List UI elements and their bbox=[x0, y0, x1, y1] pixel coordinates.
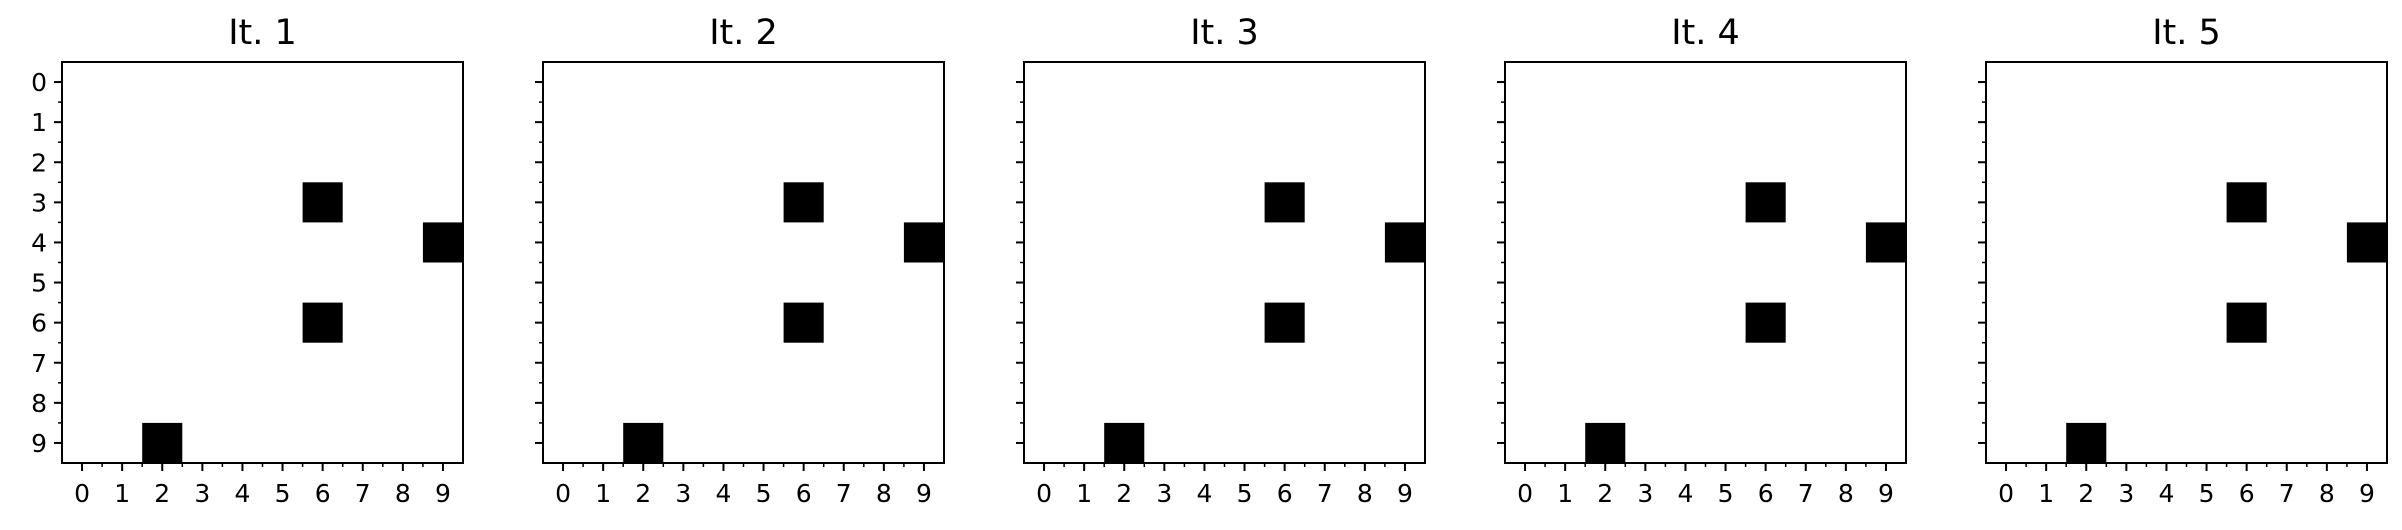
filled-cell bbox=[302, 182, 343, 223]
filled-cell bbox=[422, 222, 463, 263]
x-tick-label: 3 bbox=[194, 479, 210, 508]
x-tick-label: 1 bbox=[114, 479, 130, 508]
x-tick-label: 9 bbox=[916, 479, 932, 508]
x-tick-label: 9 bbox=[2359, 479, 2375, 508]
filled-cell bbox=[1264, 182, 1305, 223]
x-tick-label: 0 bbox=[74, 479, 90, 508]
filled-cell bbox=[2066, 422, 2107, 463]
x-tick-label: 7 bbox=[1798, 479, 1814, 508]
x-tick-label: 0 bbox=[1998, 479, 2014, 508]
filled-cell bbox=[1745, 182, 1786, 223]
x-tick-label: 8 bbox=[1838, 479, 1854, 508]
x-tick-label: 4 bbox=[234, 479, 250, 508]
x-tick-label: 3 bbox=[1637, 479, 1653, 508]
y-tick-label: 1 bbox=[31, 108, 47, 137]
filled-cell bbox=[1104, 422, 1145, 463]
x-tick-label: 8 bbox=[1357, 479, 1373, 508]
x-tick-label: 7 bbox=[836, 479, 852, 508]
plot-area bbox=[1505, 62, 1906, 463]
x-tick-label: 9 bbox=[1878, 479, 1894, 508]
filled-cell bbox=[2226, 182, 2267, 223]
plot-area bbox=[1986, 62, 2387, 463]
heatmap-panel-4: It. 4 0 1 2 3 4 5 6 7 8 9 bbox=[1497, 13, 1907, 508]
heatmap-panel-5: It. 5 0 1 2 3 4 5 6 7 8 9 bbox=[1978, 13, 2388, 508]
x-tick-label: 0 bbox=[1517, 479, 1533, 508]
heatmap-panel-2: It. 2 0 1 2 3 4 5 6 7 8 9 bbox=[535, 13, 945, 508]
x-tick-label: 4 bbox=[715, 479, 731, 508]
x-tick-label: 5 bbox=[2199, 479, 2215, 508]
x-tick-label: 6 bbox=[796, 479, 812, 508]
filled-cell bbox=[1585, 422, 1626, 463]
filled-cell bbox=[1745, 302, 1786, 343]
x-tick-label: 3 bbox=[675, 479, 691, 508]
x-tick-label: 3 bbox=[1156, 479, 1172, 508]
x-tick-label: 4 bbox=[1677, 479, 1693, 508]
filled-cell bbox=[1384, 222, 1425, 263]
plot-area bbox=[543, 62, 944, 463]
x-tick-label: 5 bbox=[1237, 479, 1253, 508]
panel-title: It. 5 bbox=[2152, 13, 2221, 53]
x-tick-label: 7 bbox=[355, 479, 371, 508]
y-tick-label: 7 bbox=[31, 349, 47, 378]
x-tick-label: 9 bbox=[1397, 479, 1413, 508]
x-tick-label: 5 bbox=[756, 479, 772, 508]
panel-title: It. 1 bbox=[228, 13, 297, 53]
y-tick-label: 6 bbox=[31, 309, 47, 338]
x-tick-label: 1 bbox=[1076, 479, 1092, 508]
x-tick-label: 7 bbox=[1317, 479, 1333, 508]
x-tick-label: 3 bbox=[2118, 479, 2134, 508]
panel-title: It. 4 bbox=[1671, 13, 1740, 53]
x-tick-label: 2 bbox=[2078, 479, 2094, 508]
panel-title: It. 3 bbox=[1190, 13, 1259, 53]
heatmap-panel-3: It. 3 0 1 2 3 4 5 6 7 8 9 bbox=[1016, 13, 1426, 508]
y-tick-label: 9 bbox=[31, 429, 47, 458]
x-tick-label: 4 bbox=[1196, 479, 1212, 508]
filled-cell bbox=[2346, 222, 2387, 263]
x-tick-label: 5 bbox=[1718, 479, 1734, 508]
x-tick-label: 0 bbox=[555, 479, 571, 508]
y-tick-label: 2 bbox=[31, 148, 47, 177]
filled-cell bbox=[623, 422, 664, 463]
x-tick-label: 6 bbox=[1758, 479, 1774, 508]
y-tick-label: 8 bbox=[31, 389, 47, 418]
x-tick-label: 2 bbox=[1597, 479, 1613, 508]
filled-cell bbox=[783, 302, 824, 343]
x-tick-label: 6 bbox=[1277, 479, 1293, 508]
y-tick-label: 5 bbox=[31, 269, 47, 298]
filled-cell bbox=[1264, 302, 1305, 343]
filled-cell bbox=[302, 302, 343, 343]
filled-cell bbox=[2226, 302, 2267, 343]
x-tick-label: 8 bbox=[2319, 479, 2335, 508]
filled-cell bbox=[783, 182, 824, 223]
x-tick-label: 2 bbox=[1116, 479, 1132, 508]
filled-cell bbox=[1865, 222, 1906, 263]
plot-area bbox=[62, 62, 463, 463]
x-tick-label: 2 bbox=[154, 479, 170, 508]
x-tick-label: 7 bbox=[2279, 479, 2295, 508]
y-tick-label: 0 bbox=[31, 68, 47, 97]
filled-cell bbox=[142, 422, 183, 463]
x-tick-label: 1 bbox=[595, 479, 611, 508]
x-tick-label: 9 bbox=[435, 479, 451, 508]
x-tick-label: 1 bbox=[2038, 479, 2054, 508]
y-tick-label: 4 bbox=[31, 228, 47, 257]
plot-area bbox=[1024, 62, 1425, 463]
x-tick-label: 2 bbox=[635, 479, 651, 508]
panel-title: It. 2 bbox=[709, 13, 778, 53]
x-tick-label: 4 bbox=[2158, 479, 2174, 508]
x-tick-label: 8 bbox=[395, 479, 411, 508]
x-tick-label: 8 bbox=[876, 479, 892, 508]
y-tick-label: 3 bbox=[31, 188, 47, 217]
x-tick-label: 1 bbox=[1557, 479, 1573, 508]
x-tick-label: 6 bbox=[2239, 479, 2255, 508]
x-tick-label: 0 bbox=[1036, 479, 1052, 508]
x-tick-label: 6 bbox=[315, 479, 331, 508]
filled-cell bbox=[903, 222, 944, 263]
x-tick-label: 5 bbox=[275, 479, 291, 508]
